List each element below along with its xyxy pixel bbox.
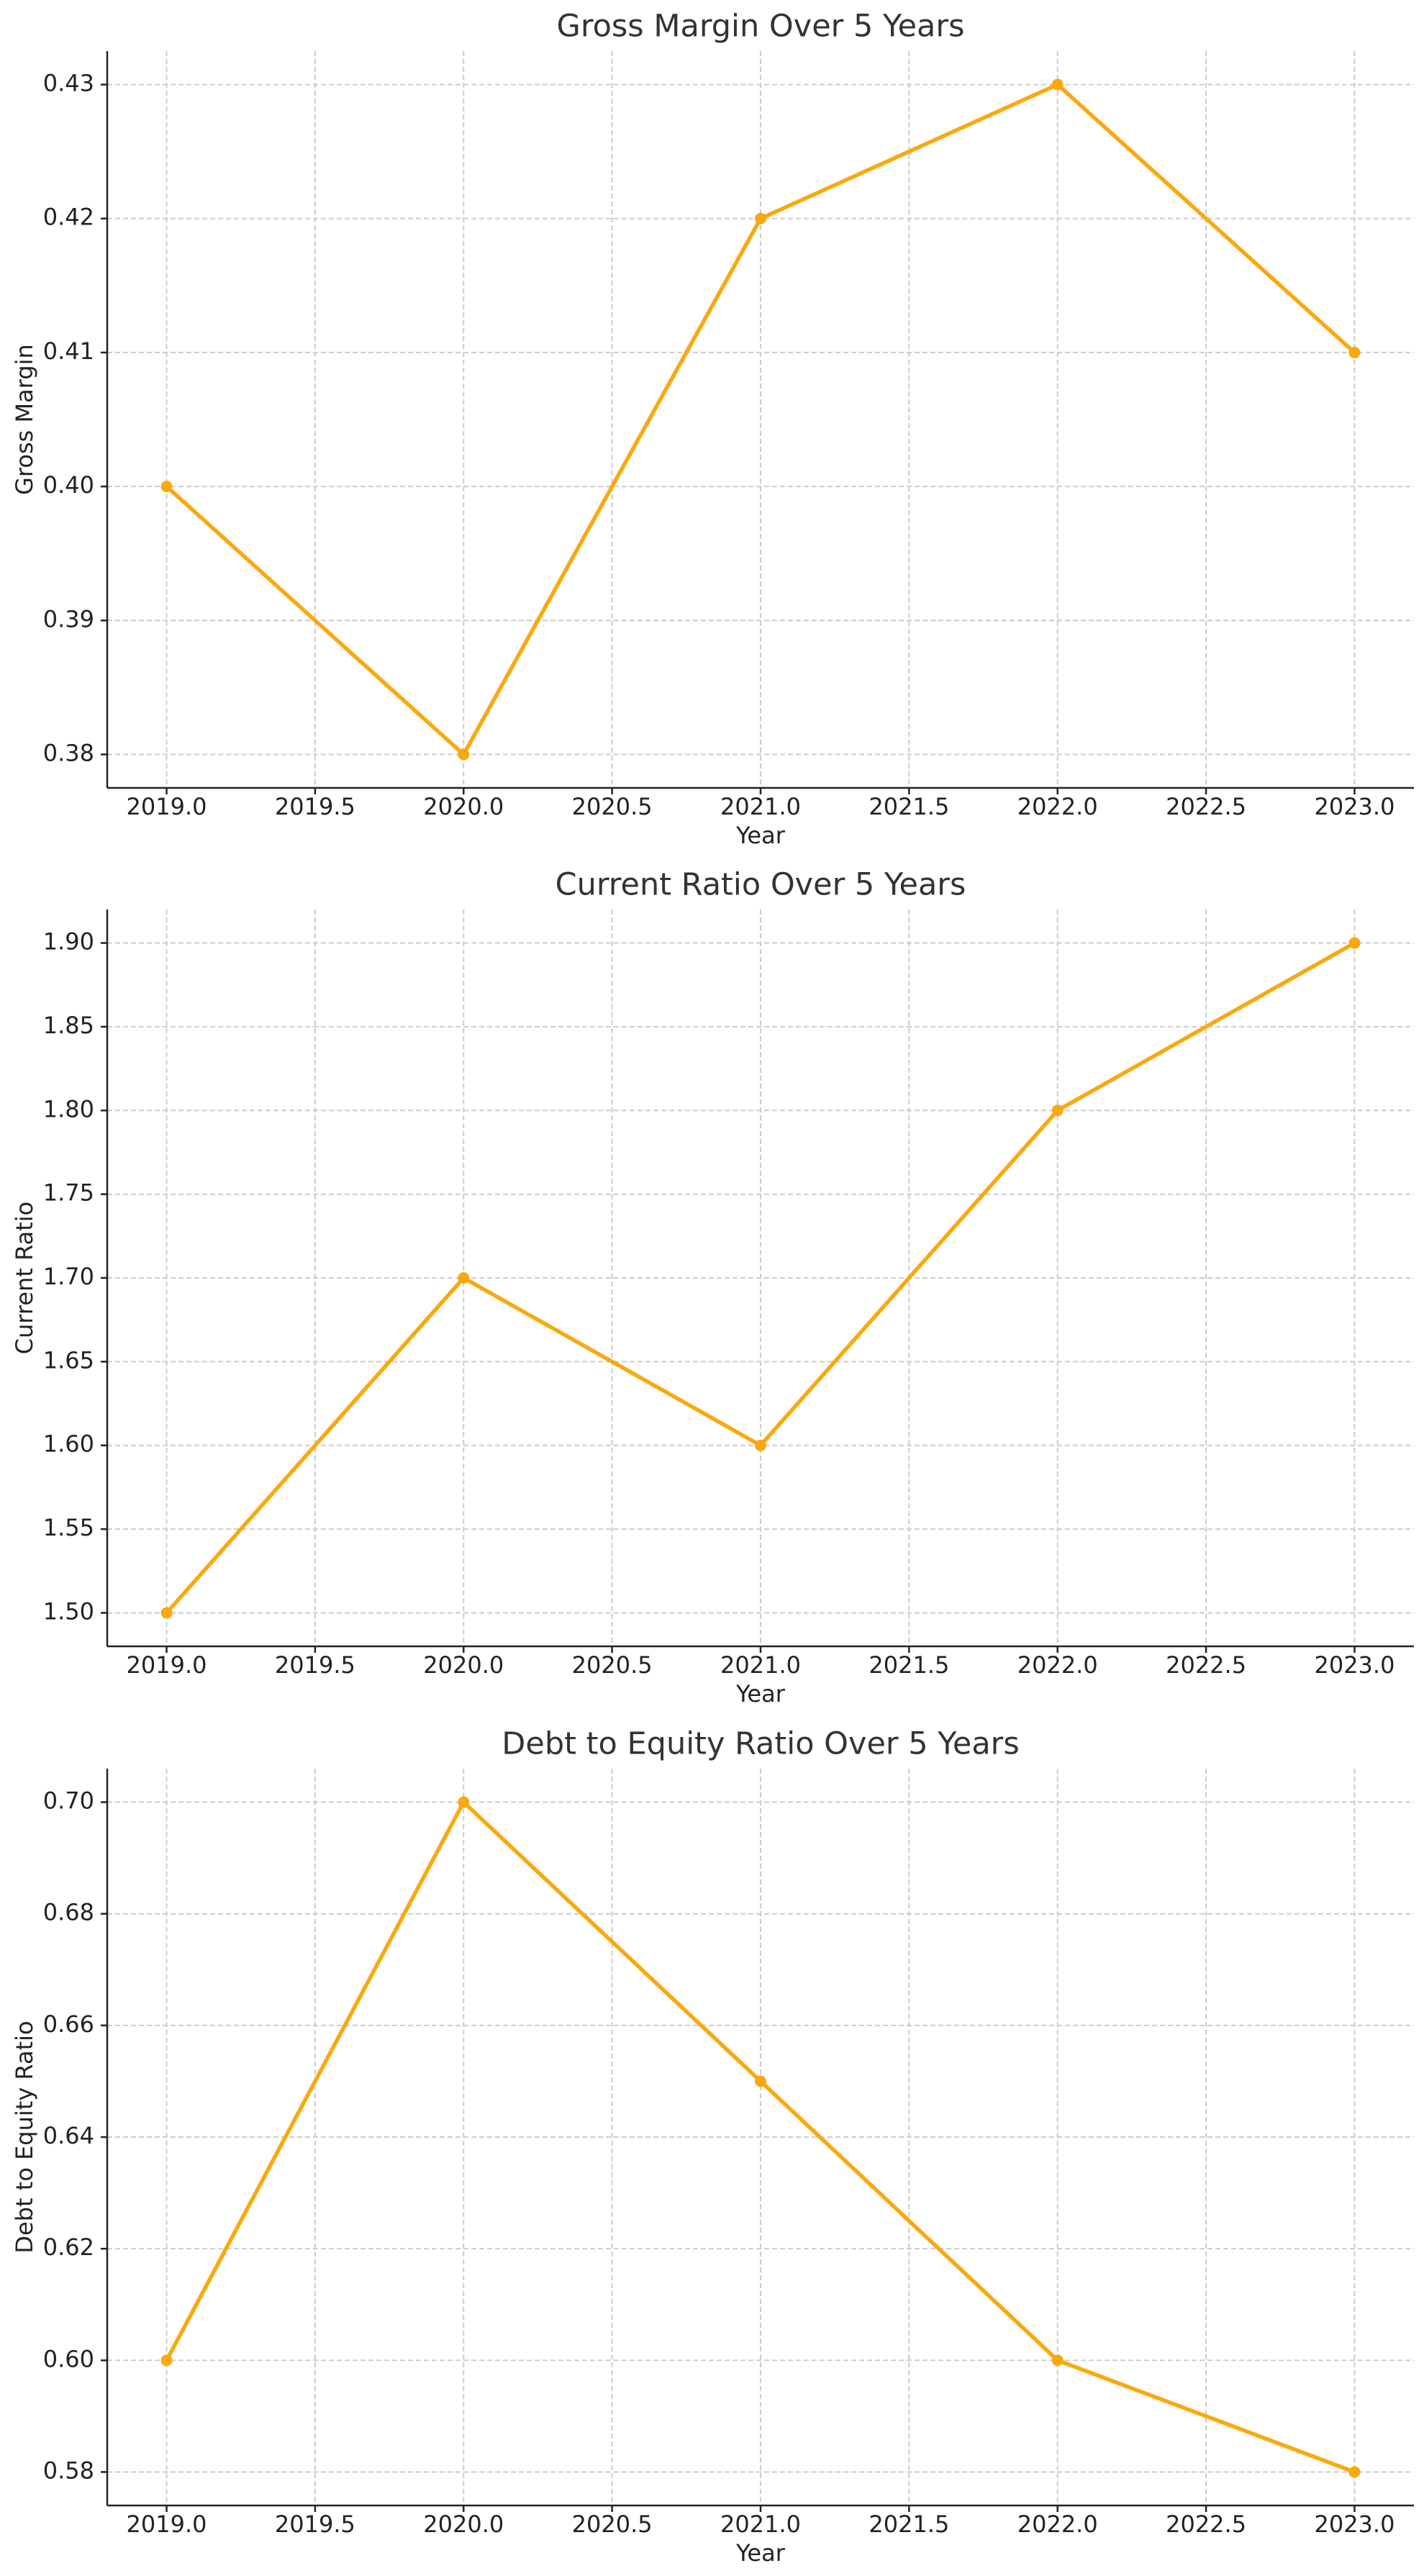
x-tick-label: 2020.0 — [423, 793, 504, 820]
y-tick-label: 0.43 — [43, 70, 94, 97]
x-tick-label: 2022.5 — [1166, 2511, 1246, 2538]
x-tick-label: 2019.0 — [127, 1651, 207, 1679]
y-tick-label: 0.42 — [43, 204, 94, 231]
x-tick-label: 2019.5 — [275, 793, 355, 820]
y-tick-label: 0.64 — [43, 2122, 94, 2149]
x-tick-label: 2021.0 — [720, 1651, 801, 1679]
y-tick-label: 1.55 — [43, 1514, 94, 1541]
x-tick-label: 2022.0 — [1017, 2511, 1098, 2538]
data-point — [1348, 937, 1361, 949]
data-point — [755, 212, 766, 225]
data-point — [755, 1439, 766, 1451]
data-point — [458, 1272, 470, 1284]
y-tick-label: 1.80 — [43, 1095, 94, 1123]
y-tick-label: 1.90 — [43, 928, 94, 956]
x-tick-label: 2020.0 — [423, 2511, 504, 2538]
data-point — [160, 1607, 173, 1619]
x-tick-label: 2022.5 — [1166, 793, 1246, 820]
data-point — [1051, 78, 1064, 91]
x-tick-label: 2019.0 — [127, 2511, 207, 2538]
x-tick-label: 2022.0 — [1017, 793, 1098, 820]
y-tick-label: 0.68 — [43, 1899, 94, 1926]
y-tick-label: 1.75 — [43, 1179, 94, 1207]
data-point — [1051, 2354, 1064, 2367]
x-tick-label: 2021.5 — [869, 1651, 949, 1679]
y-tick-label: 1.70 — [43, 1263, 94, 1290]
x-axis-label: Year — [735, 2539, 786, 2567]
x-tick-label: 2020.0 — [423, 1651, 504, 1679]
chart-title: Gross Margin Over 5 Years — [557, 9, 965, 45]
data-point — [755, 2075, 766, 2087]
x-tick-label: 2022.5 — [1166, 1651, 1246, 1679]
x-tick-label: 2019.0 — [127, 793, 207, 820]
y-tick-label: 1.50 — [43, 1597, 94, 1625]
x-tick-label: 2023.0 — [1314, 793, 1394, 820]
x-axis-label: Year — [735, 1680, 786, 1707]
chart-title: Current Ratio Over 5 Years — [555, 867, 966, 903]
y-tick-label: 0.58 — [43, 2457, 94, 2484]
x-tick-label: 2021.0 — [720, 793, 801, 820]
y-tick-label: 0.40 — [43, 471, 94, 499]
y-tick-label: 0.70 — [43, 1787, 94, 1815]
data-point — [160, 481, 173, 493]
data-point — [1348, 346, 1361, 358]
y-tick-label: 0.41 — [43, 337, 94, 365]
x-tick-label: 2022.0 — [1017, 1651, 1098, 1679]
x-tick-label: 2020.5 — [572, 793, 653, 820]
data-point — [1348, 2466, 1361, 2478]
y-axis-label: Current Ratio — [11, 1202, 38, 1355]
y-axis-label: Debt to Equity Ratio — [11, 2021, 38, 2253]
x-axis-label: Year — [735, 822, 786, 849]
y-tick-label: 1.85 — [43, 1012, 94, 1039]
data-point — [458, 748, 470, 761]
y-tick-label: 0.62 — [43, 2233, 94, 2261]
x-tick-label: 2019.5 — [275, 2511, 355, 2538]
data-point — [1051, 1105, 1064, 1117]
y-axis-label: Gross Margin — [11, 344, 38, 495]
x-tick-label: 2023.0 — [1314, 1651, 1394, 1679]
y-tick-label: 0.66 — [43, 2010, 94, 2038]
data-point — [160, 2354, 173, 2367]
y-tick-label: 0.38 — [43, 739, 94, 766]
x-tick-label: 2021.5 — [869, 2511, 949, 2538]
y-tick-label: 1.65 — [43, 1346, 94, 1374]
y-tick-label: 0.39 — [43, 605, 94, 632]
data-point — [458, 1796, 470, 1808]
x-tick-label: 2021.0 — [720, 2511, 801, 2538]
y-tick-label: 0.60 — [43, 2345, 94, 2372]
x-tick-label: 2019.5 — [275, 1651, 355, 1679]
chart-title: Debt to Equity Ratio Over 5 Years — [502, 1726, 1020, 1762]
x-tick-label: 2021.5 — [869, 793, 949, 820]
x-tick-label: 2020.5 — [572, 2511, 653, 2538]
x-tick-label: 2020.5 — [572, 1651, 653, 1679]
y-tick-label: 1.60 — [43, 1430, 94, 1458]
x-tick-label: 2023.0 — [1314, 2511, 1394, 2538]
